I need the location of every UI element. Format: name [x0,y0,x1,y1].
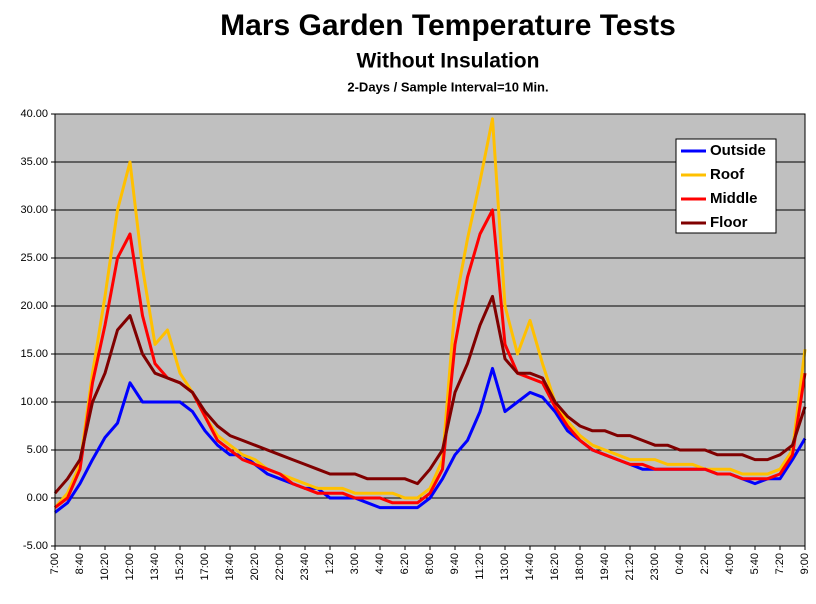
chart-subtitle: 2-Days / Sample Interval=10 Min. [347,79,548,94]
y-tick-label: 15.00 [20,348,48,360]
x-tick-label: 7:00 [49,553,61,574]
x-tick-label: 18:00 [574,553,586,581]
plot-border [54,113,806,547]
x-tick-label: 23:00 [649,553,661,581]
x-tick-label: 7:20 [774,553,786,574]
y-tick-label: -5.00 [23,540,48,552]
x-tick-label: 19:40 [599,553,611,581]
legend-label: Outside [710,142,766,159]
x-tick-label: 8:00 [424,553,436,574]
x-tick-label: 2:20 [699,553,711,574]
x-tick-label: 5:40 [749,553,761,574]
x-tick-label: 3:00 [349,553,361,574]
chart-subtitle: Without Insulation [357,50,540,73]
y-tick-label: 10.00 [20,396,48,408]
x-tick-label: 17:00 [199,553,211,581]
x-tick-label: 9:40 [449,553,461,574]
legend-label: Middle [710,190,758,207]
x-tick-label: 8:40 [74,553,86,574]
series-line [53,294,807,495]
x-tick-label: 12:00 [124,553,136,581]
x-tick-label: 13:40 [149,553,161,581]
x-tick-label: 15:20 [174,553,186,581]
x-tick-label: 14:40 [524,553,536,581]
x-tick-label: 4:40 [374,553,386,574]
x-tick-label: 4:00 [724,553,736,574]
x-tick-label: 21:20 [624,553,636,581]
x-tick-label: 20:20 [249,553,261,581]
x-tick-label: 11:20 [474,553,486,580]
legend-box [675,138,777,234]
series-line [53,117,807,509]
x-tick-label: 22:00 [274,553,286,581]
y-tick-label: 25.00 [20,252,48,264]
x-tick-label: 10:20 [99,553,111,581]
y-tick-label: 35.00 [20,156,48,168]
y-tick-label: 0.00 [27,492,48,504]
x-tick-label: 13:00 [499,553,511,581]
y-tick-label: 5.00 [27,444,48,456]
x-tick-label: 18:40 [224,553,236,581]
x-tick-label: 16:20 [549,553,561,581]
y-tick-label: 40.00 [20,108,48,120]
x-tick-label: 9:00 [799,553,811,574]
chart-title: Mars Garden Temperature Tests [220,9,676,42]
legend-label: Floor [710,214,748,231]
legend-label: Roof [710,166,745,183]
x-tick-label: 23:40 [299,553,311,581]
y-tick-label: 30.00 [20,204,48,216]
x-tick-label: 6:20 [399,553,411,574]
x-tick-label: 0:40 [674,553,686,574]
y-tick-label: 20.00 [20,300,48,312]
x-tick-label: 1:20 [324,553,336,574]
